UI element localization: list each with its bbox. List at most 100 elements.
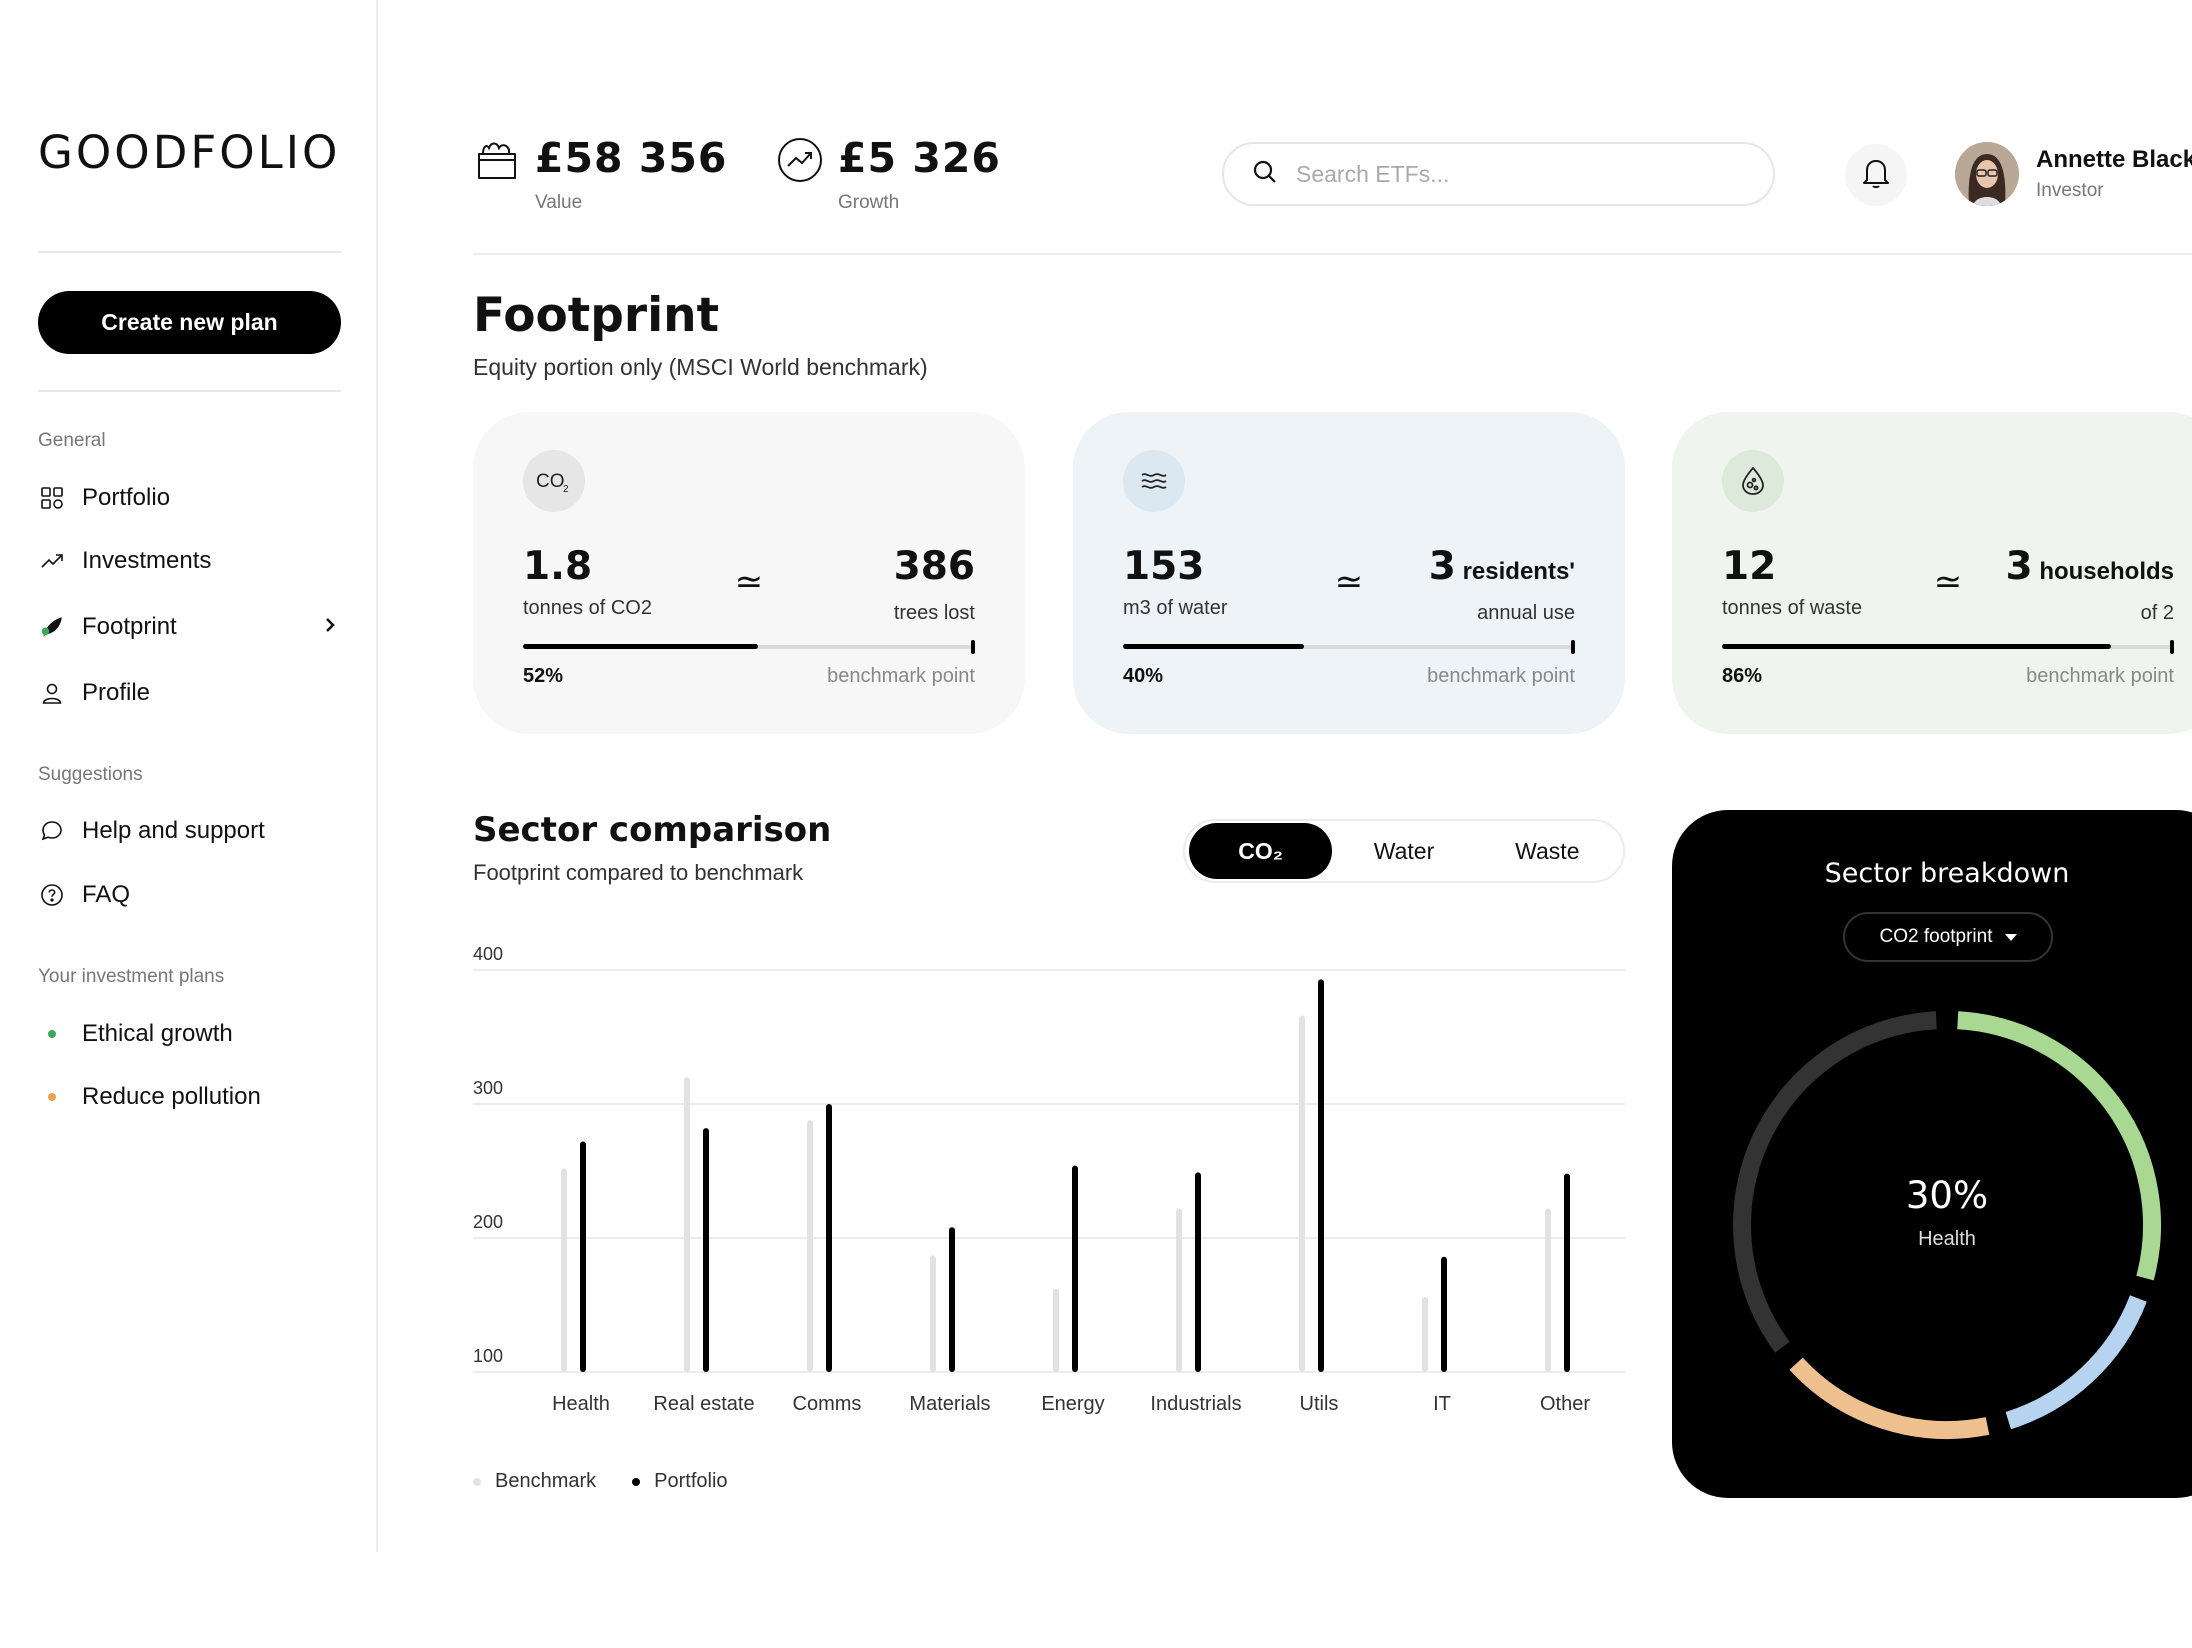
bar-portfolio[interactable] [949, 1227, 955, 1372]
user-name[interactable]: Annette Black [2036, 146, 2192, 173]
bar-benchmark[interactable] [1299, 1015, 1305, 1372]
metric-value: 12 [1722, 544, 1777, 589]
sector-bar-chart: 100 200 300 400 Health Real estate Comms Materi… [473, 944, 1625, 1415]
donut-slice[interactable] [1789, 1357, 1990, 1439]
sidebar-item-label: Help and support [82, 817, 265, 844]
avatar[interactable] [1955, 142, 2019, 206]
section-label-general: General [38, 430, 106, 451]
equivalent-suffix: residents' [1455, 558, 1575, 585]
legend-item-benchmark: Benchmark [473, 1470, 596, 1493]
sidebar-item-investments[interactable]: Investments [38, 541, 341, 581]
donut-slice[interactable] [1733, 1011, 1937, 1353]
chat-icon [38, 817, 66, 845]
breakdown-donut-chart [1733, 1011, 2161, 1439]
sidebar: GOODFOLIO Create new plan General Portfo… [0, 0, 378, 1552]
bar-benchmark[interactable] [561, 1168, 567, 1372]
value-amount: £58 356 [535, 134, 728, 182]
legend-label: Portfolio [654, 1470, 728, 1492]
status-dot [38, 1083, 66, 1111]
notifications-button[interactable] [1845, 144, 1907, 206]
x-tick-label: Health [552, 1393, 610, 1415]
bar-benchmark[interactable] [684, 1077, 690, 1372]
search-placeholder: Search ETFs... [1296, 160, 1450, 187]
sidebar-item-portfolio[interactable]: Portfolio [38, 478, 341, 518]
donut-slice[interactable] [1957, 1011, 2161, 1281]
brand-logo[interactable]: GOODFOLIO [38, 126, 341, 179]
metric-unit: m3 of water [1123, 597, 1228, 619]
caret-down-icon [2004, 933, 2017, 941]
co2-card: CO 2 1.8 tonnes of CO2 386 trees lost ≃ 5… [473, 412, 1025, 734]
footprint-dropdown[interactable]: CO2 footprint [1843, 912, 2053, 962]
status-dot [38, 1020, 66, 1048]
bar-benchmark[interactable] [1176, 1208, 1182, 1372]
sidebar-item-label: Investments [82, 547, 212, 574]
bar-benchmark[interactable] [930, 1255, 936, 1372]
growth-icon [776, 136, 824, 184]
approx-symbol: ≃ [1933, 562, 1963, 602]
approx-symbol: ≃ [734, 562, 764, 602]
wallet-icon [473, 136, 521, 184]
x-tick-label: Other [1540, 1393, 1590, 1415]
chart-legend: Benchmark Portfolio [473, 1470, 764, 1493]
bar-portfolio[interactable] [826, 1104, 832, 1372]
create-new-plan-button[interactable]: Create new plan [38, 291, 341, 354]
benchmark-label: benchmark point [2026, 665, 2174, 687]
donut-center-value: 30% [1905, 1174, 1989, 1217]
page-subtitle: Equity portion only (MSCI World benchmar… [473, 354, 928, 380]
bar-portfolio[interactable] [1564, 1173, 1570, 1372]
y-tick-label: 100 [473, 1346, 503, 1366]
progress-fill [1123, 644, 1304, 649]
benchmark-marker [2170, 640, 2174, 654]
sidebar-item-profile[interactable]: Profile [38, 673, 341, 713]
sector-comparison-subtitle: Footprint compared to benchmark [473, 860, 804, 885]
plan-item-label: Ethical growth [82, 1020, 233, 1047]
breakdown-title: Sector breakdown [1824, 858, 2070, 889]
water-icon [1123, 450, 1185, 512]
svg-text:2: 2 [563, 484, 569, 495]
bar-portfolio[interactable] [1195, 1172, 1201, 1372]
sector-breakdown-panel: Sector breakdown CO2 footprint 30% Healt… [1672, 810, 2192, 1498]
tab-water[interactable]: Water [1373, 837, 1435, 864]
bar-portfolio[interactable] [1072, 1165, 1078, 1372]
user-role: Investor [2036, 180, 2104, 201]
svg-text:CO: CO [536, 471, 565, 492]
benchmark-marker [1571, 640, 1575, 654]
progress-fill [1722, 644, 2111, 649]
bar-benchmark[interactable] [1545, 1208, 1551, 1372]
question-icon [38, 881, 66, 909]
sidebar-item-faq[interactable]: FAQ [38, 875, 341, 915]
progress-bar [1123, 640, 1575, 654]
tab-waste[interactable]: Waste [1515, 837, 1580, 864]
donut-slice[interactable] [2005, 1295, 2147, 1430]
bar-portfolio[interactable] [703, 1128, 709, 1372]
sidebar-item-help[interactable]: Help and support [38, 811, 341, 851]
x-tick-label: Industrials [1150, 1393, 1241, 1415]
growth-stat: £5 326 Growth [776, 134, 1001, 214]
legend-item-portfolio: Portfolio [632, 1470, 728, 1493]
waste-card: 12 tonnes of waste 3 households of 2 ≃ 8… [1672, 412, 2192, 734]
search-input[interactable]: Search ETFs... [1222, 142, 1775, 206]
equivalent-unit: of 2 [2140, 602, 2174, 624]
bar-portfolio[interactable] [1441, 1256, 1447, 1372]
bar-benchmark[interactable] [1422, 1296, 1428, 1372]
sidebar-item-label: Profile [82, 679, 151, 706]
equivalent-value: 386 [893, 544, 975, 589]
progress-percent: 52% [523, 665, 564, 687]
tab-co2[interactable]: CO₂ [1189, 823, 1333, 879]
plan-item-ethical-growth[interactable]: Ethical growth [38, 1014, 341, 1054]
section-label-plans: Your investment plans [38, 966, 225, 987]
co2-icon: CO 2 [523, 450, 585, 512]
bar-benchmark[interactable] [807, 1120, 813, 1372]
bar-benchmark[interactable] [1053, 1288, 1059, 1372]
page-title: Footprint [473, 288, 720, 343]
sidebar-item-footprint[interactable]: Footprint [38, 607, 341, 647]
equivalent-unit: trees lost [893, 602, 975, 624]
plan-item-reduce-pollution[interactable]: Reduce pollution [38, 1077, 341, 1117]
x-tick-label: Comms [793, 1393, 862, 1415]
progress-fill [523, 644, 759, 649]
bar-portfolio[interactable] [1318, 979, 1324, 1372]
equivalent-value: 3 [1428, 544, 1456, 589]
bar-portfolio[interactable] [580, 1141, 586, 1372]
sidebar-item-label: Footprint [82, 613, 177, 640]
dropdown-value: CO2 footprint [1879, 926, 1993, 947]
